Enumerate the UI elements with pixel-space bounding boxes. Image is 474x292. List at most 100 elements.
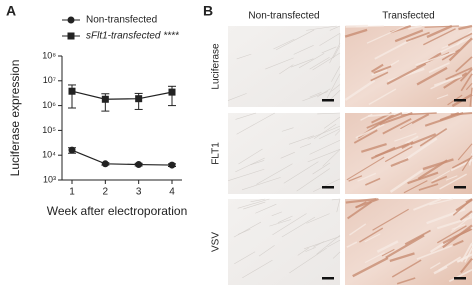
texture bbox=[353, 129, 378, 144]
data-point bbox=[168, 161, 176, 169]
texture bbox=[344, 28, 368, 38]
texture bbox=[450, 112, 473, 116]
texture bbox=[332, 45, 341, 59]
micrograph bbox=[345, 197, 473, 285]
texture bbox=[429, 262, 441, 270]
texture bbox=[457, 143, 473, 161]
texture bbox=[306, 213, 330, 224]
data-point bbox=[135, 161, 143, 169]
texture bbox=[281, 127, 294, 132]
texture bbox=[346, 241, 358, 248]
texture bbox=[312, 162, 331, 175]
texture bbox=[365, 177, 381, 186]
texture bbox=[372, 208, 409, 231]
texture bbox=[250, 198, 266, 203]
texture bbox=[250, 160, 265, 166]
texture bbox=[457, 255, 469, 263]
texture bbox=[431, 170, 451, 182]
x-axis-label: Week after electroporation bbox=[47, 204, 188, 218]
texture bbox=[255, 203, 277, 214]
texture bbox=[459, 68, 473, 82]
texture bbox=[227, 93, 247, 101]
texture bbox=[265, 57, 294, 70]
image-bg bbox=[345, 26, 472, 107]
texture bbox=[448, 268, 473, 283]
texture bbox=[460, 257, 473, 274]
y-tick-label: 10³ bbox=[43, 174, 56, 184]
texture bbox=[442, 227, 472, 245]
texture bbox=[465, 82, 473, 91]
texture bbox=[355, 197, 379, 209]
texture bbox=[443, 72, 468, 89]
row-label: VSV bbox=[211, 232, 222, 252]
texture bbox=[329, 25, 341, 31]
column-header: Non-transfected bbox=[248, 11, 319, 22]
texture bbox=[277, 215, 293, 223]
texture bbox=[234, 251, 256, 265]
texture bbox=[376, 240, 399, 253]
texture bbox=[422, 158, 454, 171]
texture bbox=[458, 24, 473, 31]
series-line bbox=[71, 90, 173, 100]
texture bbox=[405, 31, 430, 42]
texture bbox=[305, 247, 316, 252]
texture bbox=[433, 265, 448, 275]
texture bbox=[290, 58, 314, 68]
texture bbox=[256, 163, 293, 185]
texture bbox=[426, 24, 453, 39]
texture bbox=[298, 53, 325, 69]
texture bbox=[319, 32, 341, 46]
column-header: Transfected bbox=[382, 11, 434, 22]
scale-bar bbox=[322, 277, 334, 280]
texture bbox=[370, 71, 389, 82]
texture bbox=[416, 66, 448, 86]
texture bbox=[334, 130, 341, 136]
y-tick-label: 10⁴ bbox=[42, 150, 56, 160]
texture bbox=[269, 219, 292, 227]
image-bg bbox=[228, 113, 340, 194]
row-label: FLT1 bbox=[211, 142, 222, 165]
texture bbox=[429, 198, 454, 206]
texture bbox=[415, 51, 456, 66]
panel-label: B bbox=[203, 3, 213, 19]
texture bbox=[384, 145, 413, 163]
texture bbox=[418, 183, 439, 191]
legend-label: Non-transfected bbox=[86, 15, 157, 26]
texture bbox=[401, 141, 414, 150]
texture bbox=[283, 161, 319, 184]
texture bbox=[396, 277, 416, 285]
texture bbox=[389, 169, 424, 193]
panel-label: A bbox=[6, 3, 16, 19]
texture bbox=[382, 118, 412, 135]
micrograph bbox=[228, 112, 341, 194]
texture bbox=[459, 210, 473, 221]
x-tick-label: 1 bbox=[69, 187, 75, 198]
y-tick-label: 10⁸ bbox=[42, 50, 56, 60]
texture bbox=[461, 155, 473, 172]
texture bbox=[329, 90, 341, 100]
texture bbox=[436, 216, 473, 230]
row-label: Luciferase bbox=[211, 43, 222, 90]
texture bbox=[238, 148, 263, 165]
texture bbox=[289, 247, 327, 274]
texture bbox=[451, 156, 473, 169]
texture bbox=[258, 245, 275, 257]
data-point bbox=[168, 88, 176, 96]
texture bbox=[332, 251, 341, 259]
texture bbox=[329, 43, 341, 64]
texture bbox=[447, 32, 473, 47]
legend-marker bbox=[67, 32, 75, 40]
texture bbox=[272, 213, 307, 236]
texture bbox=[242, 259, 273, 279]
texture bbox=[404, 229, 431, 245]
data-point bbox=[101, 160, 109, 168]
texture bbox=[271, 211, 283, 217]
texture bbox=[390, 158, 409, 167]
texture bbox=[312, 52, 341, 71]
scale-bar bbox=[454, 277, 466, 280]
texture bbox=[307, 149, 341, 163]
texture bbox=[460, 73, 473, 92]
texture bbox=[416, 245, 453, 260]
texture bbox=[237, 198, 270, 209]
